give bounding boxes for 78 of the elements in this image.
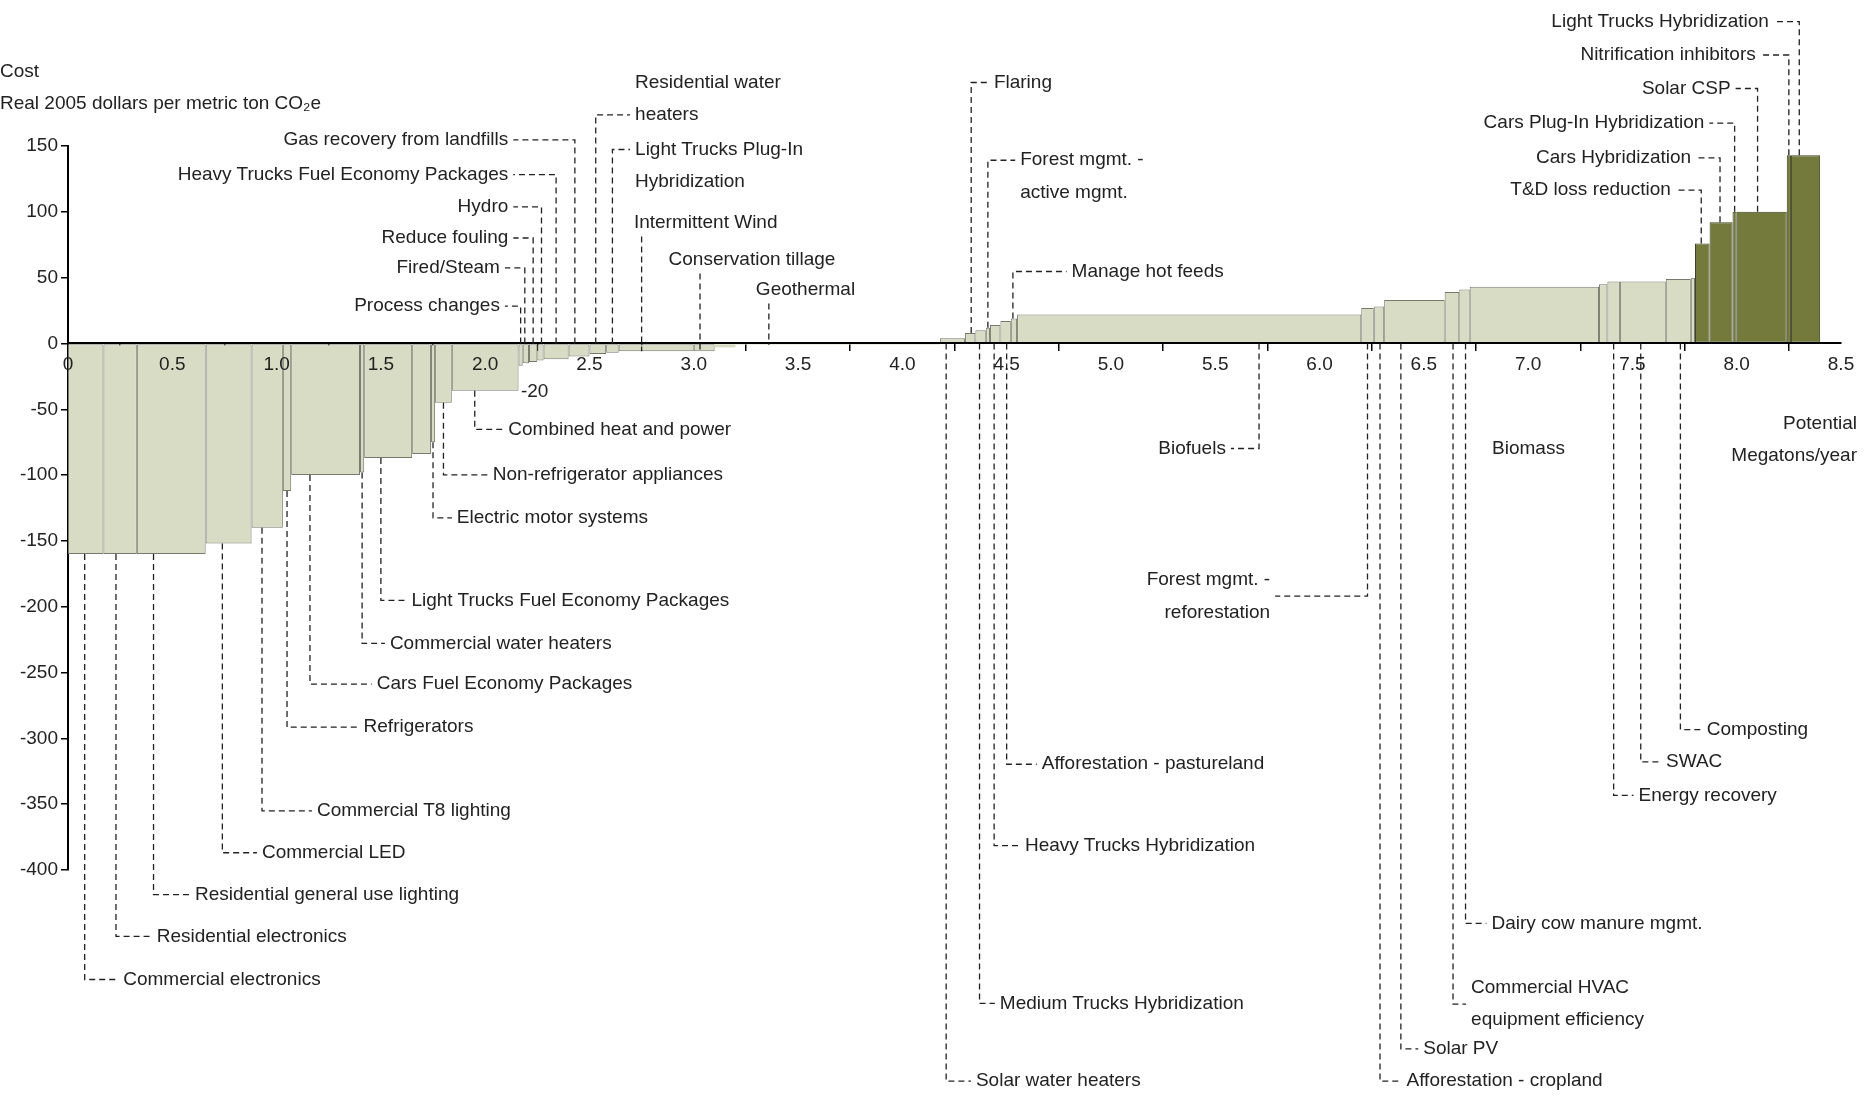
annotation: Commercial electronics	[123, 967, 321, 989]
annotation: Energy recovery	[1638, 783, 1778, 805]
annotation: Light Trucks Plug-In Hybridization	[635, 137, 803, 192]
annotation: -20	[520, 379, 549, 401]
x-tick-label: 2.0	[471, 353, 499, 375]
annotation: Residential general use lighting	[194, 882, 460, 904]
annotation: Commercial HVAC equipment efficiency	[1471, 976, 1645, 1030]
annotation: Commercial LED	[261, 840, 406, 862]
y-tick-label: 100	[26, 200, 58, 222]
annotation: Forest mgmt. - reforestation	[1146, 568, 1271, 622]
x-tick-label: 0.5	[159, 353, 186, 375]
y-tick-label: -250	[19, 660, 58, 682]
annotation: Afforestation - cropland	[1406, 1069, 1603, 1091]
annotation: Heavy Trucks Hybridization	[1024, 833, 1256, 855]
annotation: Commercial water heaters	[389, 631, 612, 653]
annotation: Light Trucks Fuel Economy Packages	[411, 588, 730, 610]
y-tick-label: 150	[26, 134, 58, 156]
annotation: Solar water heaters	[975, 1069, 1141, 1091]
annotation: Gas recovery from landfills	[283, 128, 509, 150]
x-tick-label: 7.0	[1514, 353, 1542, 375]
y-tick-label: -100	[19, 463, 58, 485]
annotation: Combined heat and power	[508, 417, 732, 439]
x-tick-label: 7.5	[1619, 353, 1646, 375]
annotation: Geothermal	[755, 277, 856, 299]
annotation: SWAC	[1666, 750, 1723, 772]
annotation: Heavy Trucks Fuel Economy Packages	[177, 162, 509, 184]
annotation: Forest mgmt. - active mgmt.	[1020, 148, 1144, 202]
annotation: Refrigerators	[363, 715, 474, 737]
annotation: Cars Hybridization	[1535, 146, 1692, 168]
y-tick-label: -300	[19, 726, 58, 748]
annotation: Process changes	[354, 294, 500, 316]
y-tick-label: -200	[19, 594, 58, 616]
y-tick-label: -150	[19, 529, 58, 551]
x-tick-label: 6.0	[1306, 353, 1333, 375]
annotation: Fired/Steam	[396, 256, 500, 278]
x-tick-label: 8.0	[1723, 353, 1750, 375]
annotation: Manage hot feeds	[1071, 259, 1224, 281]
annotation: Solar CSP	[1641, 76, 1731, 98]
y-tick-label: -50	[30, 397, 58, 419]
annotation: Electric motor systems	[456, 506, 648, 528]
annotation: Residential water heaters	[635, 70, 782, 125]
annotation: Residential electronics	[156, 924, 347, 946]
annotation: Flaring	[993, 70, 1052, 92]
annotation: Conservation tillage	[668, 247, 836, 269]
x-tick-label: 8.5	[1827, 353, 1855, 375]
annotation: Composting	[1706, 717, 1809, 739]
x-tick-label: 5.5	[1202, 353, 1229, 375]
y-tick-label: -400	[19, 858, 58, 880]
annotation: Dairy cow manure mgmt.	[1491, 911, 1703, 933]
annotation: Biofuels	[1158, 436, 1226, 458]
y-axis-title: Cost Real 2005 dollars per metric ton CO₂e	[0, 60, 322, 114]
annotation: Intermittent Wind	[633, 210, 778, 232]
y-tick-label: 50	[36, 265, 58, 287]
y-tick-label: 0	[47, 331, 58, 353]
y-tick-label: -350	[19, 792, 58, 814]
x-tick-label: 1.5	[367, 353, 395, 375]
annotation: Hydro	[457, 195, 509, 217]
annotation: Non-refrigerator appliances	[492, 463, 723, 485]
x-axis-title: Potential Megatons/year	[1731, 412, 1858, 466]
annotation: Nitrification inhibitors	[1580, 43, 1756, 65]
x-tick-label: 4.0	[889, 353, 916, 375]
annotation: Medium Trucks Hybridization	[999, 991, 1244, 1013]
x-tick-label: 3.0	[680, 353, 707, 375]
x-tick-label: 3.5	[784, 353, 812, 375]
x-tick-label: 5.0	[1097, 353, 1125, 375]
annotation: Commercial T8 lighting	[316, 799, 511, 821]
annotation: Afforestation - pastureland	[1041, 752, 1265, 774]
x-tick-label: 2.5	[576, 353, 603, 375]
annotation: Solar PV	[1423, 1037, 1499, 1059]
x-tick-label: 1.0	[263, 353, 290, 375]
x-tick-label: 6.5	[1410, 353, 1438, 375]
annotation: Cars Fuel Economy Packages	[376, 672, 633, 694]
annotation: Cars Plug-In Hybridization	[1483, 111, 1705, 133]
annotation: Biomass	[1492, 436, 1565, 458]
annotation: T&D loss reduction	[1510, 178, 1671, 200]
x-tick-label: 4.5	[993, 353, 1020, 375]
annotation: Light Trucks Hybridization	[1551, 9, 1769, 31]
annotation: Reduce fouling	[381, 226, 509, 248]
